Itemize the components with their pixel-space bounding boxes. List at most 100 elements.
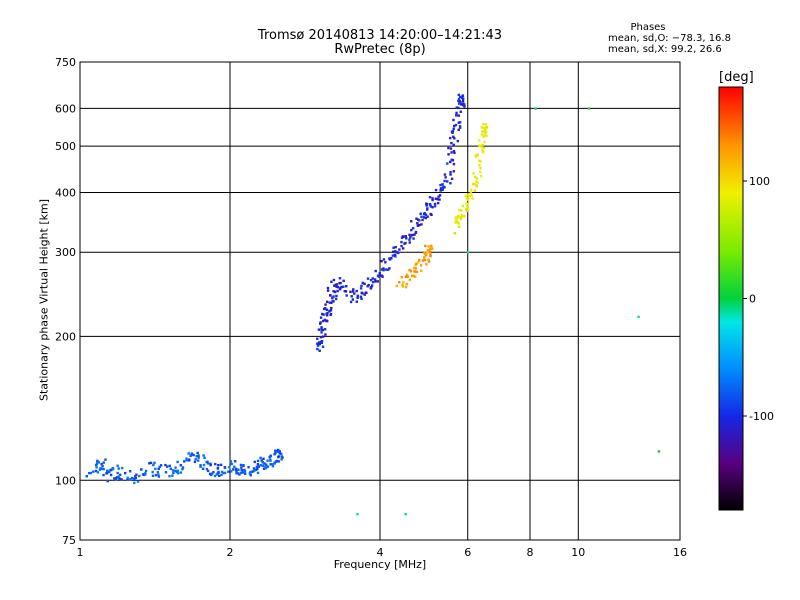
data-point [394, 255, 397, 258]
data-point [339, 287, 342, 290]
series-f1-o-trace [316, 93, 466, 352]
data-point [484, 128, 487, 131]
data-point [409, 270, 413, 273]
data-point [452, 118, 455, 122]
data-point [189, 453, 193, 457]
data-point [406, 275, 409, 278]
data-point [380, 268, 384, 271]
data-point [414, 267, 418, 270]
y-tick-label: 400 [55, 186, 76, 199]
data-point [188, 459, 191, 462]
data-point [416, 261, 420, 264]
data-point [475, 177, 479, 180]
data-point [404, 513, 407, 516]
data-point [452, 150, 456, 153]
data-point [120, 478, 123, 481]
y-tick-label: 500 [55, 140, 76, 153]
data-point [475, 154, 479, 157]
series-f1-x-trace [395, 244, 434, 289]
data-point [480, 126, 483, 129]
data-point [465, 202, 468, 206]
data-point [217, 463, 220, 467]
data-point [468, 194, 472, 197]
data-point [428, 196, 432, 199]
data-point [238, 473, 241, 476]
data-point [213, 474, 217, 478]
data-point [94, 469, 98, 473]
data-point [325, 314, 329, 317]
data-point [425, 203, 429, 206]
data-point [259, 456, 262, 460]
data-point [196, 459, 200, 462]
data-point [321, 312, 324, 316]
data-point [408, 278, 412, 281]
data-point [400, 240, 403, 244]
data-point [359, 295, 363, 298]
data-point [135, 473, 138, 476]
data-point [441, 183, 444, 186]
data-point [356, 296, 359, 299]
data-point [409, 236, 412, 239]
data-point [458, 216, 461, 219]
data-point [388, 257, 391, 260]
data-point [466, 196, 470, 199]
data-point [196, 451, 199, 455]
data-point [458, 121, 462, 124]
data-point [321, 328, 325, 332]
data-point [85, 475, 88, 478]
data-point [338, 277, 342, 280]
data-point [223, 471, 227, 475]
colorbar-unit-label: [deg] [719, 70, 754, 85]
data-point [233, 460, 237, 463]
data-point [126, 476, 129, 480]
phase-stats-x: mean, sd,X: 99.2, 26.6 [608, 44, 722, 55]
data-point [426, 207, 429, 210]
data-point [117, 467, 120, 470]
data-point [443, 179, 446, 183]
data-point [453, 137, 456, 140]
data-point [126, 478, 129, 481]
data-point [266, 465, 270, 468]
data-point [450, 151, 453, 154]
data-point [106, 470, 109, 473]
data-point [404, 235, 407, 238]
data-point [153, 461, 156, 465]
data-point [332, 278, 336, 282]
data-point [449, 173, 452, 176]
data-point [470, 194, 473, 197]
data-point [637, 315, 640, 319]
data-point [156, 471, 160, 474]
data-point [269, 463, 272, 466]
data-point [195, 455, 198, 458]
data-point [482, 146, 486, 149]
data-point [332, 295, 335, 298]
data-point [363, 293, 366, 296]
phase-stats-o: mean, sd,O: −78.3, 16.8 [608, 33, 731, 44]
data-point [111, 467, 115, 471]
data-point [123, 471, 127, 475]
data-point [322, 319, 325, 323]
data-point [351, 298, 355, 301]
data-point [427, 260, 431, 263]
data-point [252, 467, 256, 470]
data-point [227, 470, 230, 473]
data-point [361, 281, 365, 285]
data-point [403, 242, 406, 245]
data-point [114, 477, 118, 480]
data-point [334, 297, 338, 301]
data-point [429, 212, 432, 216]
data-point [480, 145, 483, 149]
data-point [183, 460, 186, 463]
data-point [328, 301, 332, 304]
data-point [478, 164, 481, 167]
data-point [398, 248, 401, 251]
data-point [158, 465, 161, 469]
data-point [349, 290, 352, 294]
data-point [413, 269, 416, 273]
data-point [100, 467, 103, 471]
data-point [413, 266, 416, 269]
data-point [396, 251, 399, 254]
data-point [350, 295, 353, 298]
data-point [400, 275, 403, 279]
data-point [324, 303, 327, 306]
